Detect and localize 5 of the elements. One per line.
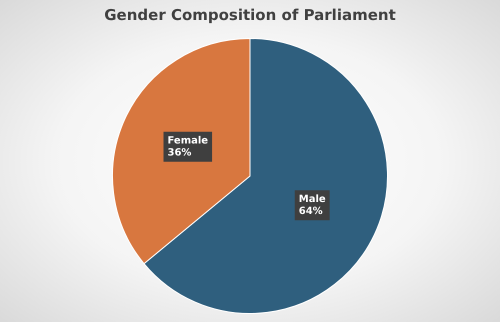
chart-title: Gender Composition of Parliament: [103, 6, 397, 24]
data-label: 36%: [168, 147, 192, 158]
slice-label: Male: [298, 194, 326, 205]
slice-label: Female: [168, 135, 208, 146]
data-label: 64%: [298, 206, 323, 217]
